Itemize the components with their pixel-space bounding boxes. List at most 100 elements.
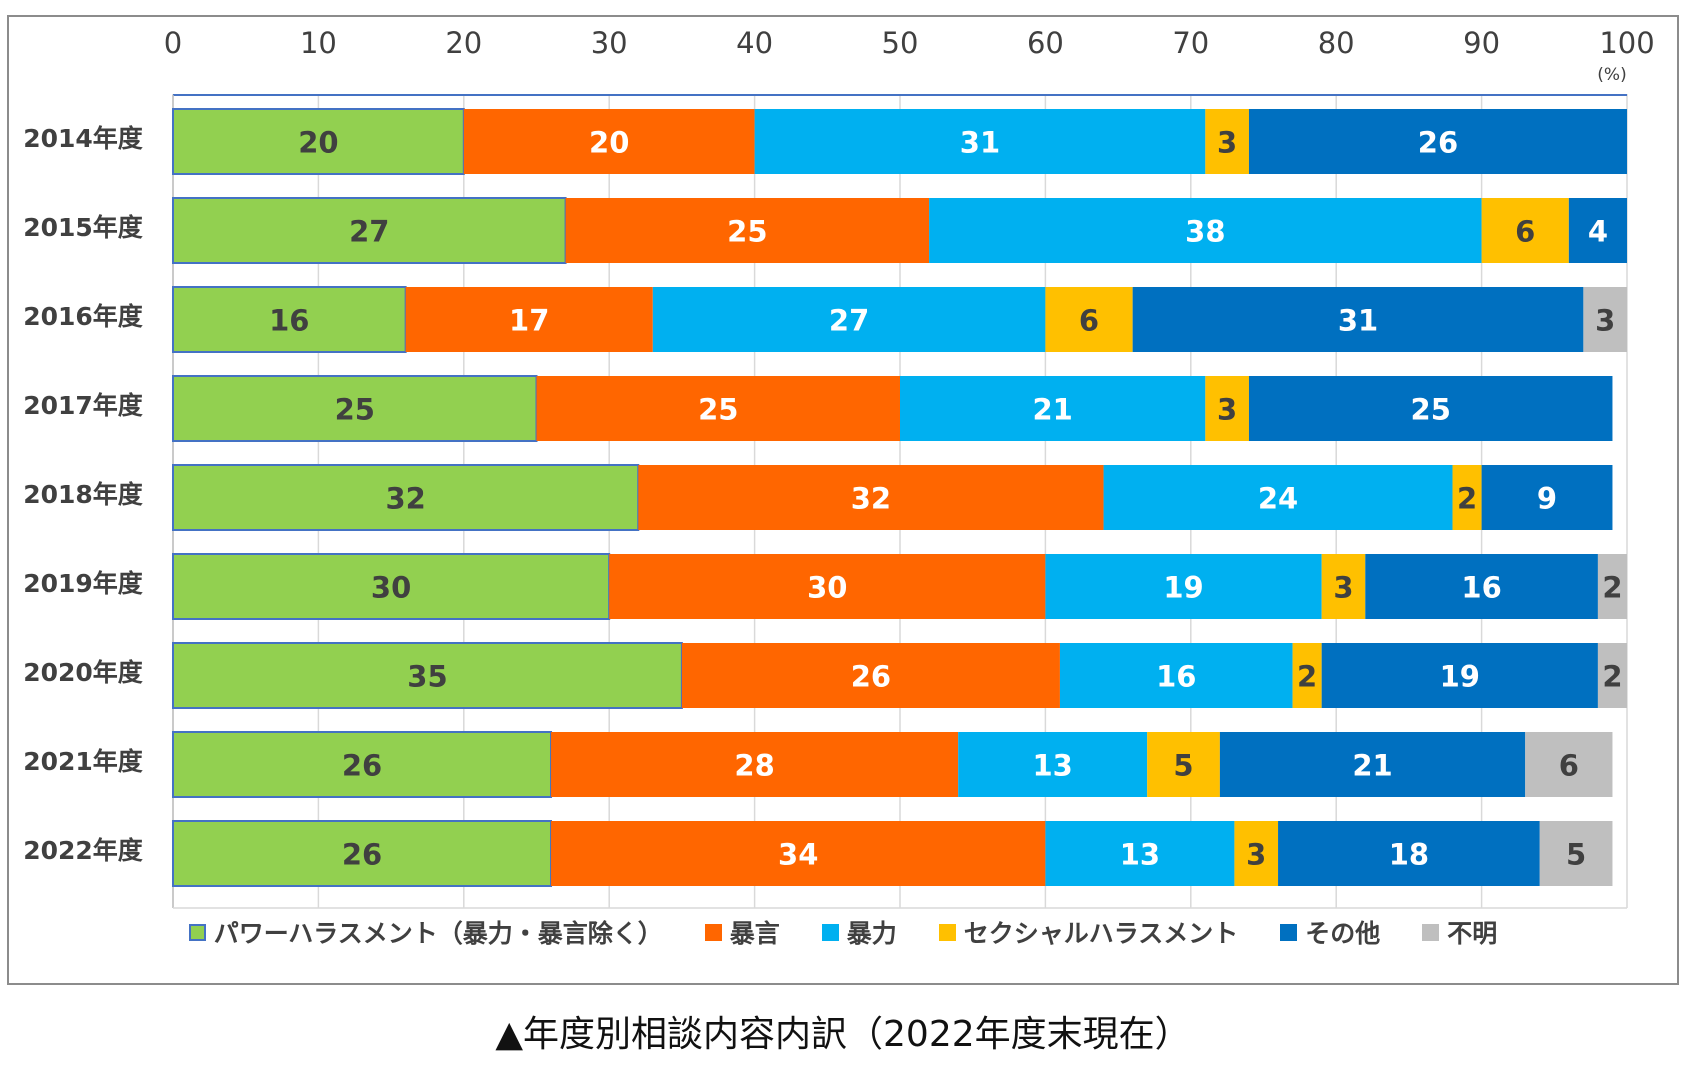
bar-segment xyxy=(900,376,1206,441)
bar-segment xyxy=(565,198,930,263)
legend-label: セクシャルハラスメント xyxy=(963,919,1239,948)
data-label: 27 xyxy=(349,215,389,249)
data-label: 2 xyxy=(1602,660,1622,694)
data-label: 21 xyxy=(1032,393,1072,427)
data-label: 13 xyxy=(1032,749,1072,783)
category-label: 2015年度 xyxy=(23,213,143,242)
category-label: 2020年度 xyxy=(23,658,143,687)
x-tick-label: 20 xyxy=(445,26,482,60)
bar-segment xyxy=(172,286,407,353)
category-label: 2021年度 xyxy=(23,747,143,776)
data-label: 26 xyxy=(1418,126,1458,160)
data-label: 20 xyxy=(589,126,629,160)
bar-segment xyxy=(172,464,640,531)
legend-label: その他 xyxy=(1305,919,1381,948)
x-tick-label: 0 xyxy=(164,26,182,60)
bar-segment xyxy=(1292,643,1322,708)
bar-segment xyxy=(1481,465,1613,530)
legend-label: パワーハラスメント（暴力・暴言除く） xyxy=(213,919,663,948)
legend-swatch xyxy=(704,923,722,941)
bar-segment xyxy=(1059,643,1293,708)
bar-segment xyxy=(1234,821,1279,886)
legend-label: 暴言 xyxy=(729,919,780,948)
data-label: 3 xyxy=(1217,126,1237,160)
data-label: 16 xyxy=(1461,571,1501,605)
bar-segment xyxy=(1539,821,1613,886)
legend-label: 不明 xyxy=(1447,919,1498,948)
data-label: 19 xyxy=(1440,660,1480,694)
data-label: 16 xyxy=(269,304,309,338)
bar-segment xyxy=(1278,821,1540,886)
bar-segment xyxy=(1248,109,1627,174)
data-label: 3 xyxy=(1595,304,1615,338)
bar-segment xyxy=(1205,376,1249,441)
bar-segment xyxy=(1583,287,1627,352)
data-label: 34 xyxy=(778,838,818,872)
x-tick-label: 90 xyxy=(1463,26,1500,60)
bar-segment xyxy=(1147,732,1220,797)
bar-segment xyxy=(172,375,538,442)
legend-item: パワーハラスメント（暴力・暴言除く） xyxy=(188,914,663,950)
data-label: 6 xyxy=(1515,215,1535,249)
bar-segment xyxy=(1045,821,1235,886)
data-label: 35 xyxy=(407,660,447,694)
chart-caption: ▲年度別相談内容内訳（2022年度末現在） xyxy=(495,1014,1191,1055)
bar-segment xyxy=(172,553,611,620)
bar-segment xyxy=(172,197,567,264)
data-label: 20 xyxy=(298,126,338,160)
bar-segment xyxy=(1597,643,1627,708)
data-label: 25 xyxy=(335,393,375,427)
bar-segment xyxy=(551,732,959,797)
bar-segment xyxy=(1321,554,1366,619)
data-label: 24 xyxy=(1258,482,1298,516)
category-label: 2014年度 xyxy=(23,124,143,153)
bar-segment xyxy=(958,732,1148,797)
data-label: 32 xyxy=(385,482,425,516)
bar-segment xyxy=(1321,643,1598,708)
bar-segment xyxy=(652,287,1046,352)
bar-segment xyxy=(681,643,1060,708)
data-label: 3 xyxy=(1217,393,1237,427)
bar-segment xyxy=(1103,465,1453,530)
data-label: 38 xyxy=(1185,215,1225,249)
x-tick-label: 40 xyxy=(736,26,773,60)
legend-item: 暴力 xyxy=(821,914,897,950)
data-label: 25 xyxy=(727,215,767,249)
bar-segment xyxy=(1365,554,1598,619)
data-label: 18 xyxy=(1389,838,1429,872)
legend-item: 不明 xyxy=(1422,914,1497,950)
x-tick-label: 10 xyxy=(300,26,337,60)
bar-segment xyxy=(463,109,755,174)
bar-segment xyxy=(1132,287,1584,352)
x-tick-label: 50 xyxy=(882,26,919,60)
category-label: 2022年度 xyxy=(23,836,143,865)
legend-swatch xyxy=(821,923,839,941)
x-tick-label: 30 xyxy=(591,26,628,60)
bar-segment xyxy=(1452,465,1482,530)
bar-segment xyxy=(536,376,900,441)
legend-label: 暴力 xyxy=(846,919,897,948)
data-label: 26 xyxy=(851,660,891,694)
data-label: 21 xyxy=(1352,749,1392,783)
legend-item: その他 xyxy=(1280,914,1380,950)
bar-segment xyxy=(1525,732,1613,797)
data-label: 6 xyxy=(1079,304,1099,338)
bar-segment xyxy=(1219,732,1526,797)
x-unit-label: (%) xyxy=(1597,65,1626,85)
legend-swatch xyxy=(188,923,206,941)
x-tick-label: 70 xyxy=(1172,26,1209,60)
data-label: 5 xyxy=(1566,838,1586,872)
data-label: 26 xyxy=(342,749,382,783)
bar-segment xyxy=(929,198,1482,263)
category-label: 2018年度 xyxy=(23,480,143,509)
data-label: 9 xyxy=(1537,482,1557,516)
bar-segment xyxy=(172,731,553,798)
data-label: 28 xyxy=(734,749,774,783)
data-label: 4 xyxy=(1588,215,1608,249)
bar-segment xyxy=(1481,198,1569,263)
data-label: 31 xyxy=(1338,304,1378,338)
data-label: 2 xyxy=(1602,571,1622,605)
bar-segment xyxy=(609,554,1046,619)
bar-segment xyxy=(638,465,1104,530)
